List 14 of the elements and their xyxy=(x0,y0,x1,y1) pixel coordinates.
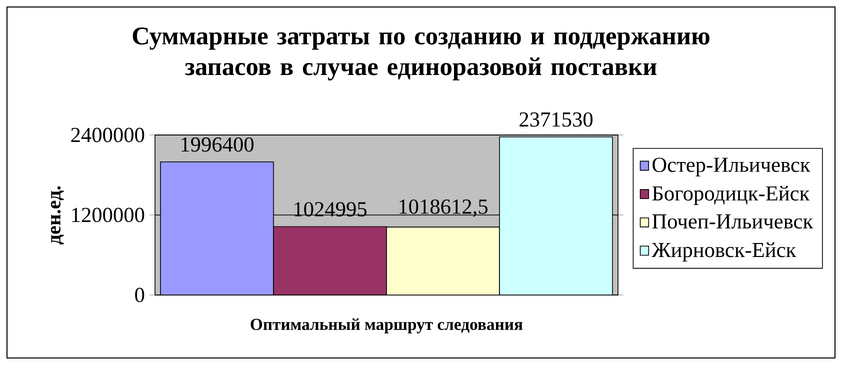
y-tick-label: 1200000 xyxy=(72,208,144,222)
legend-label: Остер-Ильичевск xyxy=(652,158,810,176)
legend-label: Жирновск-Ейск xyxy=(652,242,796,262)
y-axis-title: ден.ед. xyxy=(50,186,64,244)
y-tick-label: 0 xyxy=(135,288,144,302)
data-label: 1018612,5 xyxy=(400,199,488,217)
chart-title: Суммарные затраты по созданию и поддержанию запасов в случае единоразовой поставки xyxy=(132,28,710,80)
legend-label: Богородицк-Ейск xyxy=(652,186,810,205)
y-tick-label: 2400000 xyxy=(71,128,144,142)
data-label: 1996400 xyxy=(182,137,254,152)
data-label: 2371530 xyxy=(520,112,593,127)
legend-label: Почеп-Ильичевск xyxy=(652,214,814,229)
data-label: 1024995 xyxy=(294,202,366,216)
x-axis-title: Оптимальный маршрут следования xyxy=(250,318,523,334)
